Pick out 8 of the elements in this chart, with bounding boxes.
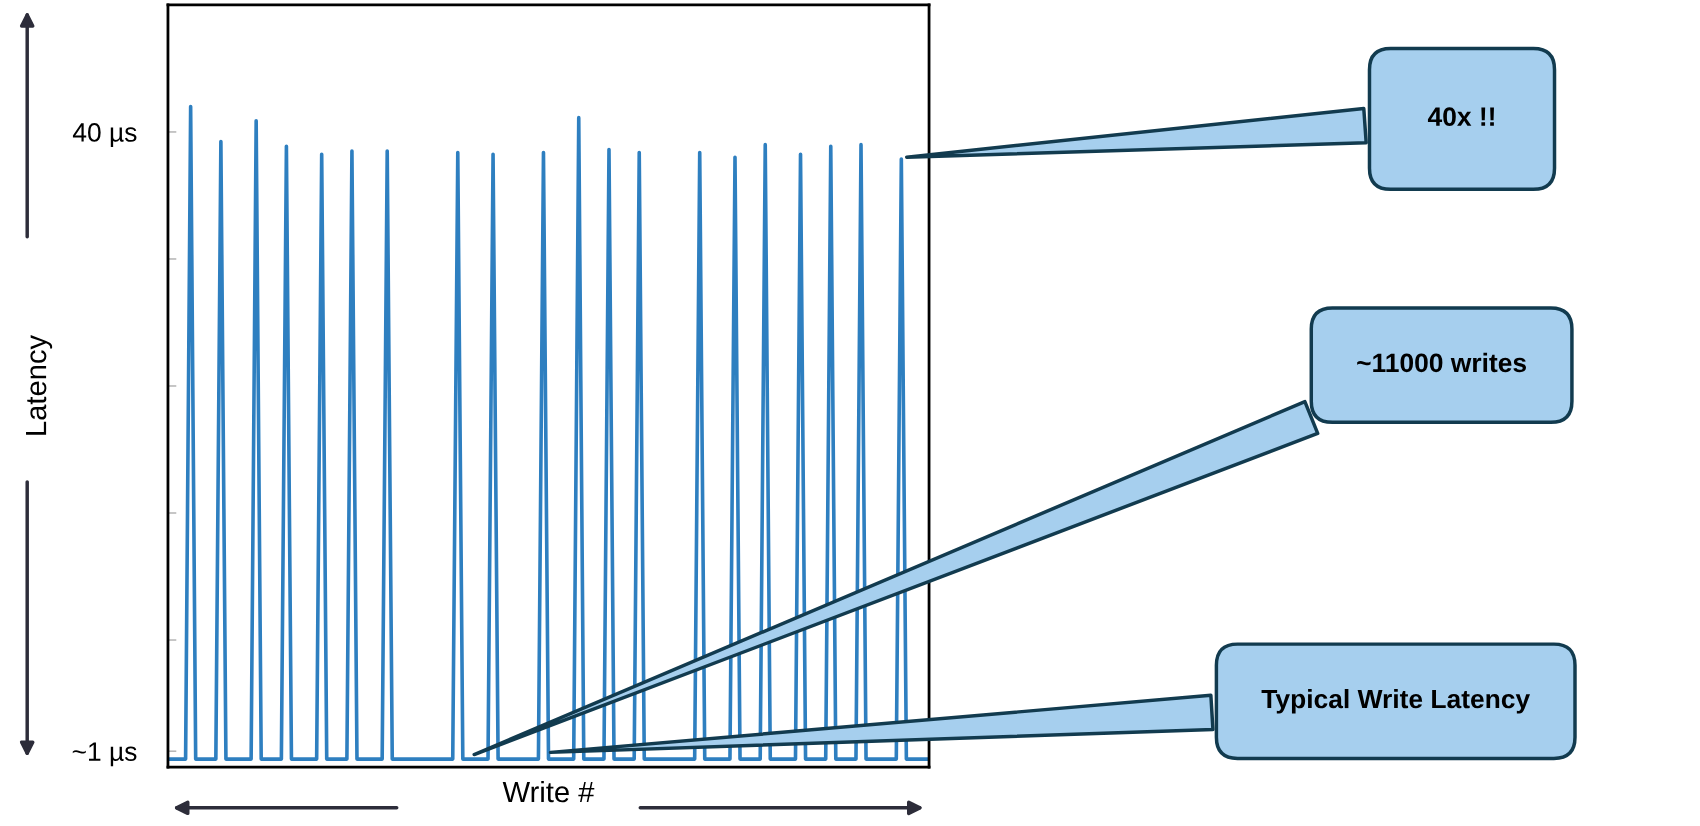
y-tick-label: ~1 µs [72, 742, 137, 767]
y-tick-label: 40 µs [72, 123, 137, 147]
text: 40x !! [1427, 107, 1494, 127]
x-axis-title: Write # [502, 780, 595, 803]
y-axis-title: Latency [26, 334, 53, 435]
text: ~11000 writes [1357, 352, 1526, 373]
text: Typical Write Latency [1261, 688, 1531, 714]
line-series [168, 104, 929, 761]
